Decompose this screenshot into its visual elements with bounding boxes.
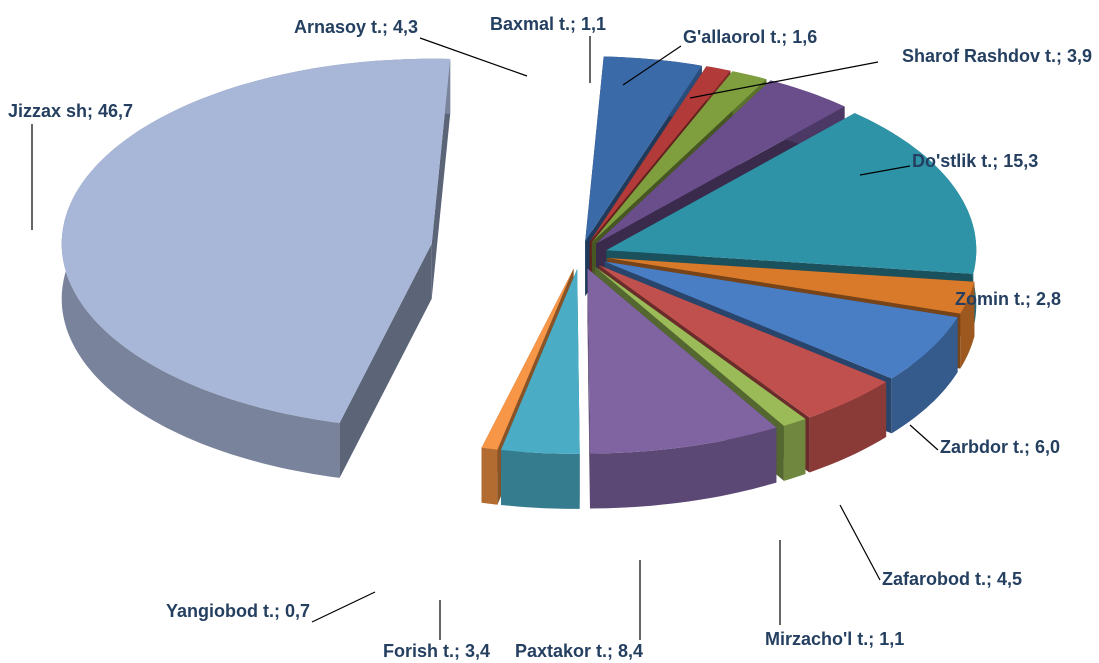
data-label: Yangiobod t.; 0,7	[166, 601, 310, 621]
slice	[587, 268, 777, 509]
slice-top	[599, 265, 887, 418]
data-label: Mirzacho'l t.; 1,1	[765, 629, 904, 649]
data-label: Do'stlik t.; 15,3	[912, 151, 1038, 171]
slice-top	[591, 71, 767, 243]
slice-side	[960, 281, 975, 369]
slice-side	[891, 317, 958, 434]
slice-top	[585, 56, 702, 242]
slice-top	[587, 268, 777, 454]
slice-top	[481, 268, 574, 450]
slice-top	[61, 58, 451, 423]
data-label: Jizzax sh; 46,7	[8, 101, 133, 121]
slice-top	[596, 80, 845, 244]
slice-top	[604, 261, 958, 379]
slice-top	[501, 268, 580, 454]
slice-top	[595, 266, 806, 426]
data-label: Forish t.; 3,4	[383, 641, 490, 661]
leader-line	[839, 504, 881, 581]
slice-top	[606, 113, 977, 274]
leader-line	[859, 165, 911, 176]
data-label: Zafarobod t.; 4,5	[882, 569, 1022, 589]
data-label: Paxtakor t.; 8,4	[515, 641, 643, 661]
leader-line	[419, 37, 528, 77]
leader-line	[622, 45, 682, 86]
slice-side	[481, 447, 498, 505]
data-label: Arnasoy t.; 4,3	[294, 17, 418, 37]
slice-side	[783, 419, 806, 481]
data-label: Zarbdor t.; 6,0	[940, 437, 1060, 457]
slice	[61, 58, 451, 478]
leader-line	[909, 424, 939, 451]
data-label: Zomin t.; 2,8	[955, 289, 1061, 309]
data-label: G'allaorol t.; 1,6	[683, 27, 817, 47]
slice	[501, 268, 580, 509]
leader-line	[689, 61, 879, 99]
data-label: Sharof Rashdov t.; 3,9	[902, 46, 1092, 66]
slice-side	[590, 427, 777, 509]
slice-side	[501, 450, 580, 509]
slice-top	[607, 258, 975, 314]
slice-wall	[431, 59, 451, 299]
slice-wall	[587, 268, 590, 509]
slice-wall	[339, 243, 432, 478]
slice-side	[809, 382, 887, 473]
data-label: Baxmal t.; 1,1	[490, 14, 606, 34]
leader-line	[311, 591, 376, 623]
slice-top	[589, 66, 731, 242]
